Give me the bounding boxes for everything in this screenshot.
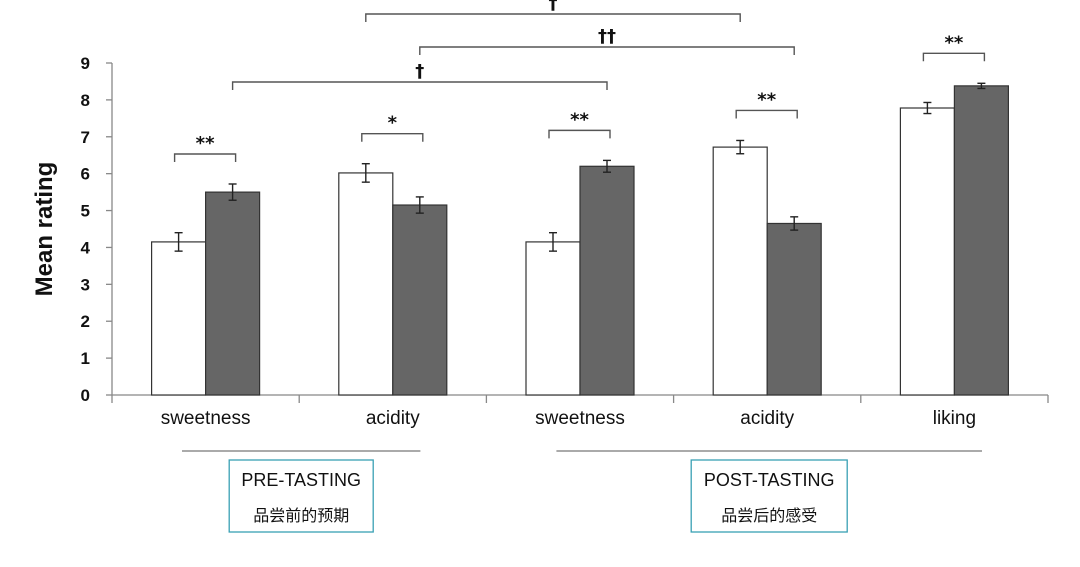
group-subtitle: 品尝前的预期 [253,506,349,525]
y-tick-label: 6 [81,165,90,184]
error-bar [228,183,237,201]
y-axis-title: Mean rating [31,162,58,297]
group-label-box [690,459,848,533]
significance-label: †† [598,26,616,47]
significance-label: ** [944,32,963,53]
x-category-label: acidity [740,408,794,429]
bar [525,241,581,396]
group-post-tasting: POST-TASTING 品尝后的感受 [556,450,982,533]
significance-label: ** [570,109,589,130]
y-tick-label: 1 [81,349,90,368]
bar [899,107,956,396]
bar [151,241,207,396]
y-tick-label: 5 [81,202,90,221]
x-category-label: liking [933,408,976,429]
error-bar [923,101,932,115]
within-significance-bracket: ** [922,32,986,62]
significance-label: † [415,61,424,82]
error-bar [736,139,745,155]
y-tick-label: 8 [81,91,90,110]
error-bar [790,216,799,231]
group-title: POST-TASTING [704,470,835,490]
error-bar [977,82,986,90]
within-significance-bracket: ** [735,89,798,119]
groups-layer: PRE-TASTING 品尝前的预期 POST-TASTING 品尝后的感受 [182,450,982,533]
axes-layer: 0 1 2 3 4 5 6 7 8 9 Mean rating sweetness acidity swe… [31,54,1049,429]
between-significance-bracket: † [231,61,608,90]
bar [712,146,768,396]
bar [392,204,448,396]
error-bar [174,231,183,252]
y-tick-label: 9 [81,54,90,73]
between-significance-bracket: †† [419,26,795,55]
significance-label: * [388,113,398,134]
significance-label: ** [757,89,776,110]
x-category-label: sweetness [535,408,625,429]
within-significance-bracket: ** [173,133,237,162]
group-label-box [228,459,374,533]
group-pre-tasting: PRE-TASTING 品尝前的预期 [182,450,421,533]
error-bar [415,196,424,214]
bars-layer [151,82,1010,396]
annotations-layer: *** ******†††† [173,0,986,162]
y-tick-label: 4 [81,238,91,257]
bar [205,191,261,396]
significance-label: † [549,0,558,14]
within-significance-bracket: ** [548,109,611,139]
error-bar [549,231,557,252]
y-tick-label: 0 [81,386,90,405]
bar [338,172,394,396]
y-tick-label: 2 [81,312,90,331]
bar [953,85,1010,396]
group-title: PRE-TASTING [241,470,361,490]
y-tick-label: 7 [81,128,90,147]
x-category-label: sweetness [161,408,251,429]
error-bar [603,159,611,173]
bar [579,165,635,396]
significance-label: ** [196,133,215,154]
between-significance-bracket: † [365,0,741,22]
x-category-label: acidity [366,408,420,429]
group-subtitle: 品尝后的感受 [721,506,817,525]
within-significance-bracket: * [361,113,424,142]
bar [766,222,822,396]
error-bar [361,163,370,183]
y-tick-label: 3 [81,275,90,294]
